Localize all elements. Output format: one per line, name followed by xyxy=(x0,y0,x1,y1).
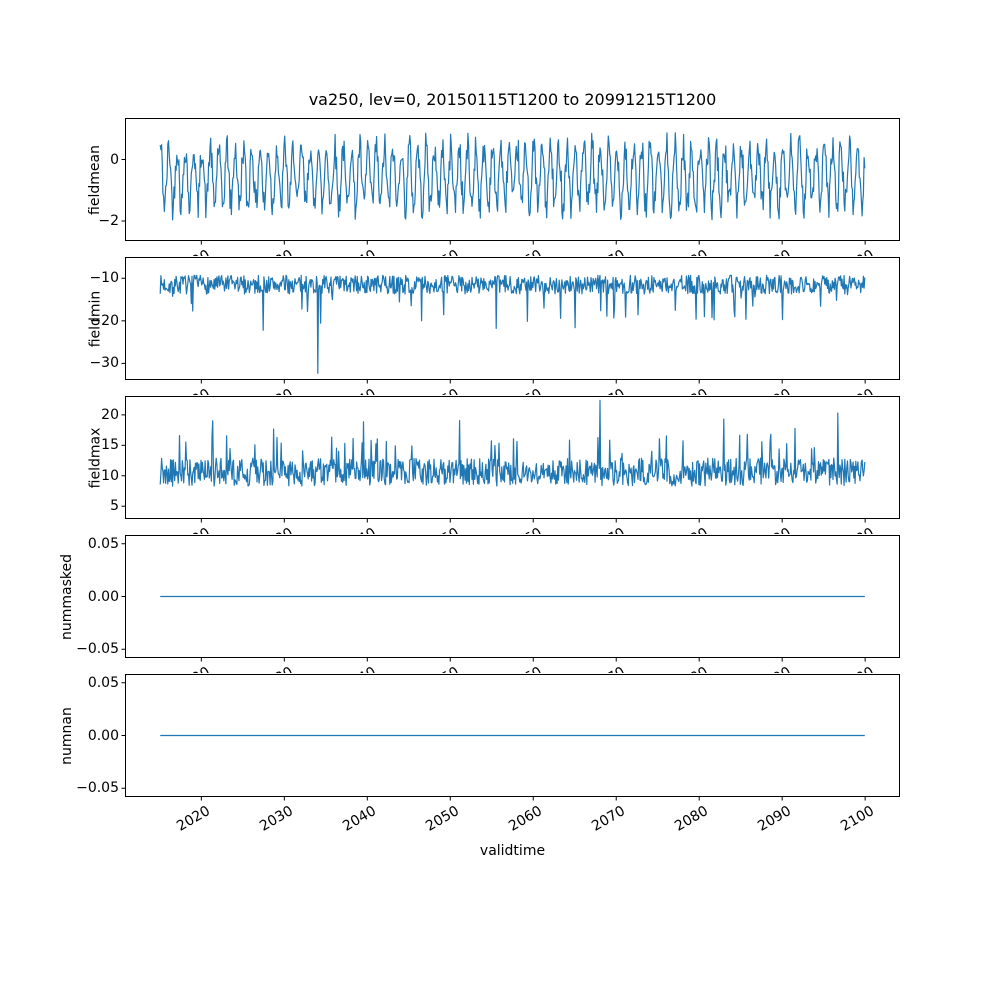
x-tick-label: 2030 xyxy=(257,247,296,256)
x-tick-label: 2060 xyxy=(506,247,545,256)
y-tick-label: −30 xyxy=(89,355,119,372)
x-tick-label: 2050 xyxy=(423,664,462,673)
x-tick-strip: 2020 2030 2040 2050 2060 2070 2080 2090 2100 xyxy=(125,380,900,395)
y-tick-label: 10 xyxy=(101,467,119,484)
x-tick-label: 2040 xyxy=(340,664,379,673)
y-tick-label: 0.00 xyxy=(87,588,119,605)
plot-area-nummasked xyxy=(121,535,900,662)
x-tick-strip-bottom: 2020 2030 2040 2050 2060 2070 2080 2090 2100 xyxy=(125,797,900,841)
x-tick-label: 2030 xyxy=(257,386,296,395)
y-tick-label: −20 xyxy=(89,312,119,329)
x-tick-label: 2020 xyxy=(174,803,214,835)
x-tick-label: 2040 xyxy=(340,803,380,835)
y-tick-label: 0 xyxy=(110,151,119,168)
y-tick-label: 0.00 xyxy=(87,727,119,744)
x-tick-label: 2100 xyxy=(838,525,877,534)
x-tick-label: 2090 xyxy=(755,525,794,534)
y-tick-label: 20 xyxy=(101,406,119,423)
plot-area-fieldmax xyxy=(121,396,900,523)
x-tick-label: 2080 xyxy=(672,803,712,835)
chart-title: va250, lev=0, 20150115T1200 to 20991215T… xyxy=(308,90,717,109)
x-axis-label: validtime xyxy=(479,843,546,859)
x-tick-label: 2020 xyxy=(174,664,213,673)
x-tick-label: 2070 xyxy=(589,803,629,835)
y-tick-label: −0.05 xyxy=(76,641,119,658)
x-tick-label: 2080 xyxy=(672,525,711,534)
x-tick-label: 2070 xyxy=(589,386,628,395)
x-tick-label: 2050 xyxy=(423,803,463,835)
x-tick-label: 2100 xyxy=(838,664,877,673)
axes-frame xyxy=(125,396,900,519)
x-tick-label: 2060 xyxy=(506,664,545,673)
axes-frame xyxy=(125,118,900,241)
x-tick-label: 2090 xyxy=(755,803,795,835)
y-tick-label: 15 xyxy=(101,437,119,454)
x-tick-label: 2050 xyxy=(423,525,462,534)
x-tick-label: 2020 xyxy=(174,386,213,395)
x-tick-strip: 2020 2030 2040 2050 2060 2070 2080 2090 2100 xyxy=(125,241,900,256)
x-tick-label: 2100 xyxy=(838,386,877,395)
y-tick-label: 5 xyxy=(110,498,119,515)
y-tick-label: −0.05 xyxy=(76,780,119,797)
x-tick-label: 2080 xyxy=(672,664,711,673)
x-tick-label: 2100 xyxy=(838,247,877,256)
subplot-fieldmin: fieldmin 2020203020402050206020702080209… xyxy=(87,257,900,395)
x-tick-label: 2060 xyxy=(506,525,545,534)
plot-area-numnan xyxy=(121,674,900,801)
x-tick-label: 2090 xyxy=(755,247,794,256)
y-tick-label: −2 xyxy=(98,213,119,229)
subplot-fieldmean: fieldmean 202020302040205020602070208020… xyxy=(87,118,900,256)
x-tick-label: 2040 xyxy=(340,525,379,534)
subplot-numnan: numnan 2020 2030 2040 2050 2060 2070 2080 2090 2… xyxy=(59,674,900,835)
x-tick-label: 2070 xyxy=(589,247,628,256)
x-tick-label: 2060 xyxy=(506,803,546,835)
axes-frame xyxy=(125,257,900,380)
series-line-fieldmax xyxy=(159,399,866,487)
x-tick-label: 2030 xyxy=(257,803,297,835)
series-line-fieldmin xyxy=(159,274,866,374)
y-tick-label: −10 xyxy=(89,270,119,287)
x-tick-label: 2070 xyxy=(589,525,628,534)
x-tick-label: 2090 xyxy=(755,386,794,395)
series-line-fieldmean xyxy=(159,132,866,221)
x-tick-strip: 2020 2030 2040 2050 2060 2070 2080 2090 2100 xyxy=(125,658,900,673)
x-tick-label: 2020 xyxy=(174,247,213,256)
y-tick-label: 0.05 xyxy=(87,674,119,691)
x-tick-label: 2030 xyxy=(257,525,296,534)
plot-area-fieldmin xyxy=(121,257,900,384)
axes-frame xyxy=(125,535,900,658)
x-tick-label: 2080 xyxy=(672,247,711,256)
y-tick-label: 0.05 xyxy=(87,535,119,552)
x-tick-label: 2030 xyxy=(257,664,296,673)
plot-area-fieldmean xyxy=(121,118,900,245)
x-tick-label: 2040 xyxy=(340,247,379,256)
x-tick-label: 2100 xyxy=(838,803,878,835)
x-tick-label: 2070 xyxy=(589,664,628,673)
x-tick-label: 2050 xyxy=(423,247,462,256)
x-tick-strip: 2020 2030 2040 2050 2060 2070 2080 2090 2100 xyxy=(125,519,900,534)
x-tick-label: 2020 xyxy=(174,525,213,534)
x-tick-label: 2040 xyxy=(340,386,379,395)
axes-frame xyxy=(125,674,900,797)
subplot-fieldmax: fieldmax 2020203020402050206020702080209… xyxy=(87,396,900,534)
x-tick-label: 2090 xyxy=(755,664,794,673)
x-tick-label: 2080 xyxy=(672,386,711,395)
x-tick-label: 2060 xyxy=(506,386,545,395)
x-tick-label: 2050 xyxy=(423,386,462,395)
subplot-nummasked: nummasked 202020302040205020602070208020… xyxy=(59,535,900,673)
